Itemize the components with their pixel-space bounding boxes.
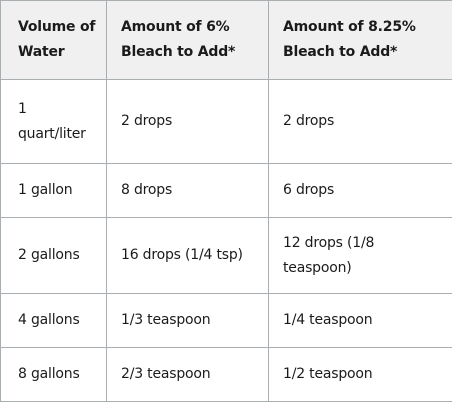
table-row: 2 gallons 16 drops (1/4 tsp) 12 drops (1…	[0, 217, 452, 294]
cell-6-percent-amount: 2/3 teaspoon	[106, 347, 269, 402]
cell-6-percent-amount: 8 drops	[106, 163, 269, 218]
cell-6-percent-amount: 16 drops (1/4 tsp)	[106, 217, 269, 294]
cell-volume: 1 quart/liter	[0, 79, 107, 164]
table-header-row: Volume of Water Amount of 6% Bleach to A…	[0, 0, 452, 80]
cell-6-percent-amount: 1/3 teaspoon	[106, 293, 269, 348]
header-amount-6-percent-bleach: Amount of 6% Bleach to Add*	[106, 0, 269, 80]
cell-6-percent-amount: 2 drops	[106, 79, 269, 164]
cell-8-25-percent-amount: 12 drops (1/8 teaspoon)	[268, 217, 452, 294]
header-volume-of-water: Volume of Water	[0, 0, 107, 80]
table-row: 1 gallon 8 drops 6 drops	[0, 163, 452, 218]
cell-volume: 4 gallons	[0, 293, 107, 348]
table-row: 8 gallons 2/3 teaspoon 1/2 teaspoon	[0, 347, 452, 402]
cell-volume: 2 gallons	[0, 217, 107, 294]
cell-volume: 8 gallons	[0, 347, 107, 402]
cell-8-25-percent-amount: 1/4 teaspoon	[268, 293, 452, 348]
table-row: 1 quart/liter 2 drops 2 drops	[0, 79, 452, 164]
cell-8-25-percent-amount: 6 drops	[268, 163, 452, 218]
cell-8-25-percent-amount: 2 drops	[268, 79, 452, 164]
cell-8-25-percent-amount: 1/2 teaspoon	[268, 347, 452, 402]
header-amount-8-25-percent-bleach: Amount of 8.25% Bleach to Add*	[268, 0, 452, 80]
table-row: 4 gallons 1/3 teaspoon 1/4 teaspoon	[0, 293, 452, 348]
cell-volume: 1 gallon	[0, 163, 107, 218]
